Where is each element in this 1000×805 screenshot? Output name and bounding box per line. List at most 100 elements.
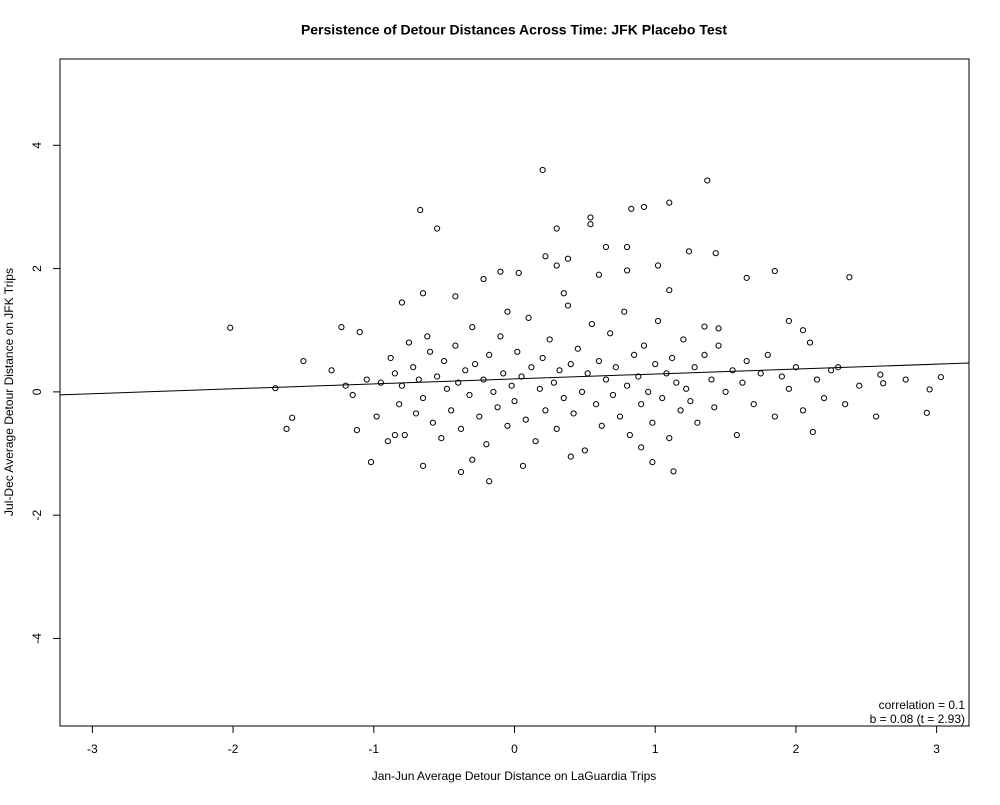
scatter-point <box>377 379 384 386</box>
scatter-point <box>424 333 431 340</box>
scatter-point <box>567 361 574 368</box>
scatter-point <box>612 364 619 371</box>
scatter-point <box>659 394 666 402</box>
scatter-point <box>550 379 557 386</box>
scatter-point <box>483 441 490 448</box>
scatter-point <box>926 386 933 393</box>
x-tick-label: 2 <box>793 742 800 756</box>
scatter-point <box>715 342 722 349</box>
scatter-point <box>542 407 549 414</box>
x-tick-label: 3 <box>933 742 940 756</box>
scatter-point <box>457 425 465 432</box>
x-tick-label: -3 <box>87 742 98 756</box>
scatter-point <box>668 354 676 362</box>
scatter-point <box>391 431 398 439</box>
x-tick-label: -2 <box>228 742 239 756</box>
scatter-point <box>522 416 529 423</box>
scatter-point <box>687 398 694 405</box>
scatter-point <box>476 413 483 420</box>
x-tick-label: -1 <box>368 742 379 756</box>
scatter-point <box>828 367 835 374</box>
scatter-point <box>486 351 493 358</box>
scatter-point <box>515 269 522 277</box>
y-tick-label: 0 <box>30 388 44 395</box>
scatter-point <box>553 225 560 232</box>
scatter-point <box>856 382 863 389</box>
scatter-point <box>367 459 375 466</box>
scatter-point <box>616 413 624 420</box>
scatter-point <box>532 438 539 445</box>
scatter-point <box>490 388 497 395</box>
scatter-point <box>635 373 642 380</box>
scatter-point <box>525 314 532 322</box>
scatter-point <box>638 444 645 451</box>
scatter-point <box>708 376 715 383</box>
scatter-point <box>462 367 469 374</box>
scatter-point <box>472 361 479 368</box>
scatter-point <box>528 364 535 371</box>
scatter-point <box>593 401 600 408</box>
scatter-point <box>743 274 750 281</box>
scatter-point <box>715 325 722 332</box>
scatter-point <box>457 468 465 476</box>
scatter-point <box>785 317 792 325</box>
scatter-point <box>680 336 687 343</box>
scatter-point <box>486 478 493 485</box>
scatter-point <box>691 364 698 371</box>
scatter-point <box>626 431 633 439</box>
scatter-point <box>504 308 511 315</box>
scatter-point <box>846 274 853 281</box>
scatter-point <box>356 328 363 336</box>
scatter-point <box>654 262 662 269</box>
scatter-point <box>649 459 656 466</box>
x-tick-label: 1 <box>652 742 659 756</box>
scatter-point <box>588 320 595 328</box>
scatter-point <box>396 401 403 408</box>
scatter-point <box>873 413 880 420</box>
scatter-point <box>452 342 459 349</box>
scatter-point <box>652 361 659 368</box>
scatter-point <box>587 221 594 228</box>
scatter-point <box>553 425 560 432</box>
scatter-point <box>574 345 581 352</box>
scatter-point <box>452 293 459 300</box>
scatter-point <box>578 388 586 395</box>
scatter-point <box>750 401 757 408</box>
scatter-point <box>771 413 778 420</box>
scatter-point <box>398 299 406 306</box>
scatter-point <box>300 357 307 365</box>
scatter-point <box>649 419 656 426</box>
scatter-point <box>434 373 441 380</box>
scatter-point <box>353 427 361 434</box>
scatter-point <box>401 431 408 439</box>
scatter-point <box>419 462 427 469</box>
scatter-point <box>623 243 631 251</box>
scatter-point <box>500 370 507 377</box>
scatter-point <box>511 398 518 405</box>
scatter-point <box>441 357 448 365</box>
scatter-point <box>504 422 511 429</box>
scatter-point <box>739 379 746 386</box>
scatter-point <box>623 267 631 274</box>
scatter-point <box>328 367 335 374</box>
scatter-point <box>567 453 574 460</box>
annotation: correlation = 0.1 <box>879 698 966 712</box>
scatter-point <box>923 409 930 416</box>
scatter-point <box>539 166 546 174</box>
scatter-point <box>722 388 729 395</box>
scatter-point <box>508 382 515 389</box>
scatter-point <box>595 357 603 365</box>
scatter-point <box>640 203 648 211</box>
scatter-point <box>363 376 370 383</box>
scatter-point <box>666 287 673 294</box>
scatter-point <box>701 351 708 358</box>
scatter-point <box>519 462 527 469</box>
scatter-point <box>598 422 605 429</box>
scatter-point <box>426 348 434 355</box>
y-tick-label: -4 <box>30 633 44 644</box>
scatter-point <box>670 468 677 475</box>
scatter-point <box>677 407 684 414</box>
y-tick-label: 2 <box>30 265 44 272</box>
scatter-point <box>666 435 673 442</box>
annotation: b = 0.08 (t = 2.93) <box>870 712 965 726</box>
